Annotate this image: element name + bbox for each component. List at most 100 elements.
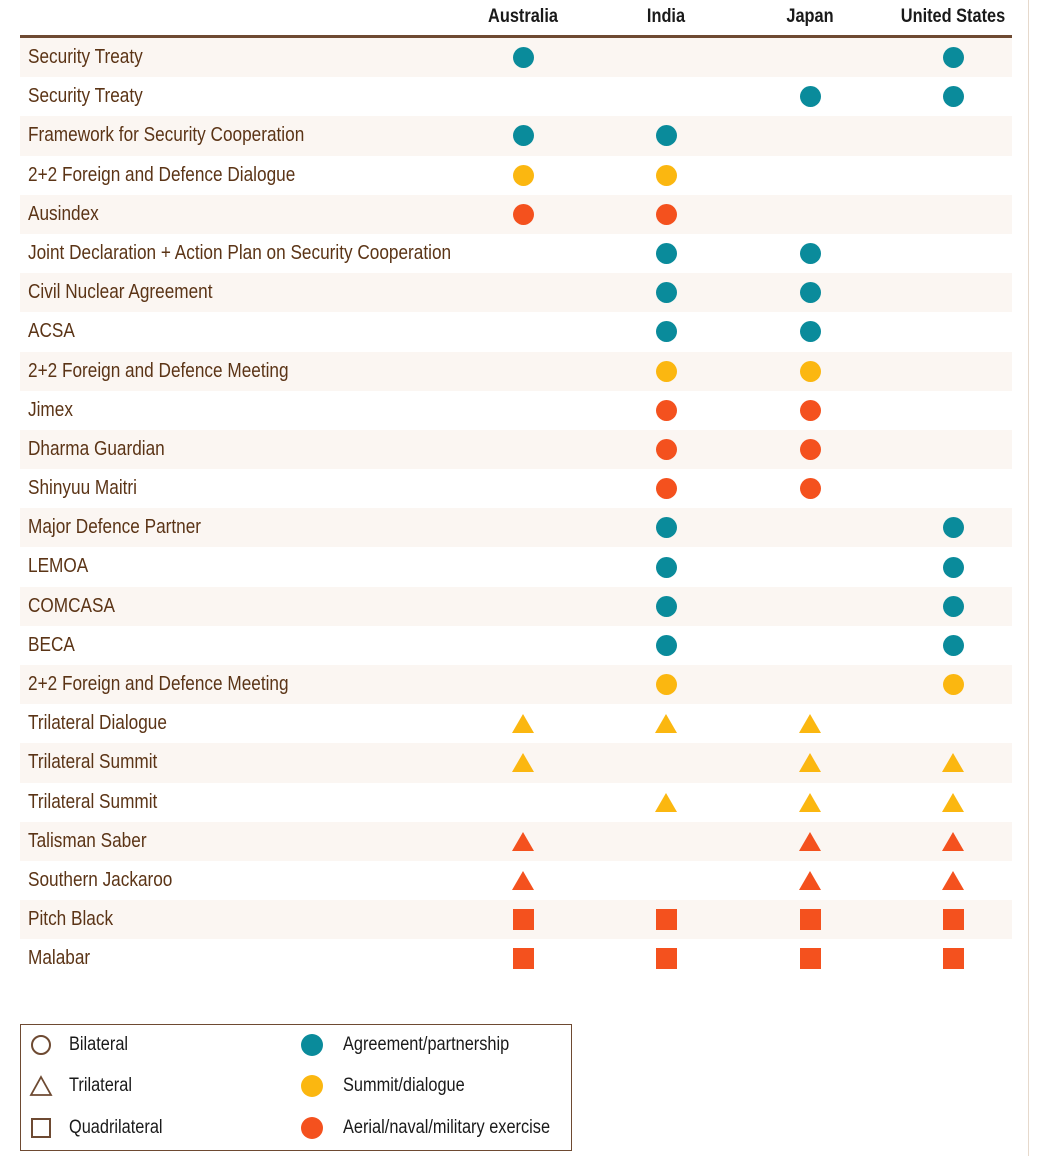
column-header-united-states: United States bbox=[900, 6, 1006, 27]
table-row: Pitch Black bbox=[20, 900, 1012, 940]
cell-australia bbox=[511, 195, 535, 234]
row-label: 2+2 Foreign and Defence Meeting bbox=[28, 673, 289, 695]
agreement-circle-marker bbox=[655, 595, 677, 617]
cell-india bbox=[654, 626, 678, 665]
cell-united-states bbox=[941, 822, 965, 861]
cell-india bbox=[654, 587, 678, 626]
row-label: Civil Nuclear Agreement bbox=[28, 281, 213, 304]
cell-india bbox=[654, 391, 678, 430]
summit-circle-marker bbox=[655, 164, 677, 186]
agreement-circle-marker bbox=[942, 47, 964, 69]
exercise-square-marker bbox=[799, 948, 821, 970]
exercise-triangle-marker bbox=[512, 831, 534, 851]
row-label: Dharma Guardian bbox=[28, 437, 165, 460]
agreement-circle-marker bbox=[942, 634, 964, 656]
agreement-circle-marker bbox=[655, 321, 677, 343]
cell-australia bbox=[511, 743, 535, 782]
cell-united-states bbox=[941, 547, 965, 586]
cell-australia bbox=[511, 38, 535, 77]
column-header-australia: Australia bbox=[488, 6, 558, 27]
cell-united-states bbox=[941, 508, 965, 547]
summit-triangle-marker bbox=[799, 714, 821, 734]
exercise-circle-marker bbox=[655, 399, 677, 421]
row-label: COMCASA bbox=[28, 594, 115, 617]
outline-circle-icon bbox=[31, 1035, 51, 1055]
exercise-circle-marker bbox=[799, 438, 821, 460]
legend-item-bilateral: Bilateral bbox=[31, 1030, 138, 1060]
cell-japan bbox=[798, 312, 822, 351]
row-label: Security Treaty bbox=[28, 85, 143, 108]
column-header-row: Australia India Japan United States bbox=[20, 0, 1012, 36]
row-label: Framework for Security Cooperation bbox=[28, 124, 305, 147]
table-row: Southern Jackaroo bbox=[20, 861, 1012, 900]
summit-circle-marker bbox=[942, 674, 964, 696]
row-label: Trilateral Summit bbox=[28, 751, 158, 774]
cell-japan bbox=[798, 352, 822, 391]
cell-united-states bbox=[941, 900, 965, 939]
table-row: Talisman Saber bbox=[20, 821, 1012, 861]
cell-japan bbox=[798, 861, 822, 900]
exercise-triangle-marker bbox=[942, 831, 964, 851]
summit-circle-marker bbox=[512, 164, 534, 186]
cell-india bbox=[654, 939, 678, 978]
row-label: Malabar bbox=[28, 947, 91, 970]
row-label: ACSA bbox=[28, 320, 75, 343]
table-row: Shinyuu Maitri bbox=[20, 469, 1012, 508]
table-row: Trilateral Summit bbox=[20, 743, 1012, 783]
cell-india bbox=[654, 234, 678, 273]
column-header-india: India bbox=[646, 6, 686, 27]
table-row: Trilateral Dialogue bbox=[20, 704, 1012, 743]
exercise-circle-marker bbox=[655, 478, 677, 500]
cell-japan bbox=[798, 704, 822, 743]
exercise-square-marker bbox=[942, 948, 964, 970]
cell-japan bbox=[798, 77, 822, 116]
cell-india bbox=[654, 547, 678, 586]
agreement-circle-marker bbox=[512, 47, 534, 69]
agreement-circle-marker bbox=[942, 517, 964, 539]
summit-triangle-marker bbox=[655, 792, 677, 812]
legend-item-trilateral: Trilateral bbox=[29, 1071, 142, 1101]
cell-japan bbox=[798, 234, 822, 273]
summit-circle-marker bbox=[655, 360, 677, 382]
row-label: Southern Jackaroo bbox=[28, 868, 173, 891]
agreement-circle-marker bbox=[942, 556, 964, 578]
summit-dot-icon bbox=[301, 1075, 323, 1097]
cell-united-states bbox=[941, 626, 965, 665]
column-header-japan: Japan bbox=[786, 6, 834, 27]
cell-japan bbox=[798, 469, 822, 508]
exercise-square-marker bbox=[942, 909, 964, 931]
exercise-circle-marker bbox=[799, 399, 821, 421]
agreement-circle-marker bbox=[799, 86, 821, 108]
table-row: Malabar bbox=[20, 939, 1012, 978]
exercise-triangle-marker bbox=[942, 871, 964, 891]
legend-item-agreement: Agreement/partnership bbox=[301, 1030, 536, 1060]
cell-australia bbox=[511, 822, 535, 861]
row-label: Joint Declaration + Action Plan on Secur… bbox=[28, 241, 452, 264]
agreement-circle-marker bbox=[655, 243, 677, 265]
exercise-square-marker bbox=[655, 948, 677, 970]
legend-item-summit: Summit/dialogue bbox=[301, 1071, 485, 1101]
exercise-triangle-marker bbox=[799, 871, 821, 891]
cell-india bbox=[654, 900, 678, 939]
row-label: LEMOA bbox=[28, 555, 89, 578]
relations-table: Security Treaty Security Treaty Framework … bbox=[20, 38, 1012, 979]
exercise-square-marker bbox=[512, 948, 534, 970]
cell-india bbox=[654, 665, 678, 704]
exercise-circle-marker bbox=[512, 203, 534, 225]
row-label: Trilateral Dialogue bbox=[28, 712, 167, 735]
agreement-dot-icon bbox=[301, 1034, 323, 1056]
summit-triangle-marker bbox=[799, 792, 821, 812]
exercise-circle-marker bbox=[655, 438, 677, 460]
agreement-circle-marker bbox=[799, 282, 821, 304]
table-row: Jimex bbox=[20, 391, 1012, 430]
summit-circle-marker bbox=[655, 674, 677, 696]
outline-square-icon bbox=[31, 1118, 51, 1138]
cell-united-states bbox=[941, 38, 965, 77]
table-row: Dharma Guardian bbox=[20, 429, 1012, 470]
table-row: ACSA bbox=[20, 312, 1012, 351]
agreement-circle-marker bbox=[655, 634, 677, 656]
exercise-square-marker bbox=[655, 909, 677, 931]
cell-united-states bbox=[941, 587, 965, 626]
cell-united-states bbox=[941, 77, 965, 116]
